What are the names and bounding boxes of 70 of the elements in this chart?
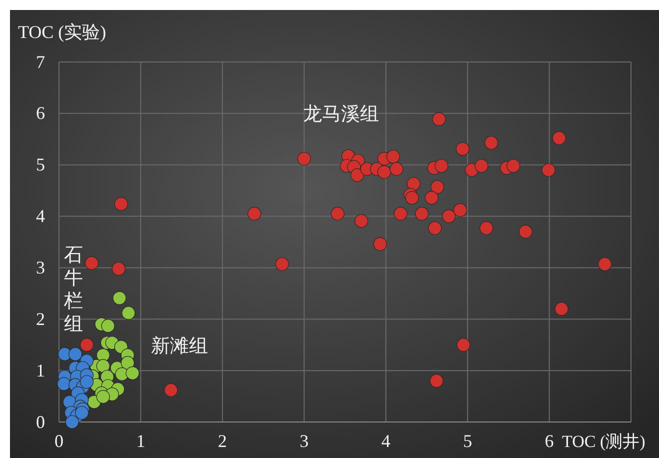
point: [506, 159, 520, 173]
point: [101, 319, 115, 333]
point: [96, 390, 110, 404]
point: [112, 262, 126, 276]
x-tick-label: 1: [136, 430, 146, 451]
point: [390, 162, 404, 176]
point: [114, 197, 128, 211]
point: [68, 347, 82, 361]
point: [474, 159, 488, 173]
point: [386, 150, 400, 164]
point: [434, 159, 448, 173]
point: [65, 415, 79, 429]
y-tick-label: 4: [36, 206, 45, 226]
series-label: 龙马溪组: [303, 104, 379, 125]
series-label: 石牛栏组: [63, 245, 83, 335]
y-tick-label: 6: [36, 103, 45, 124]
point: [453, 203, 468, 217]
y-tick-label: 0: [36, 412, 45, 432]
y-tick-label: 2: [36, 308, 45, 329]
point: [112, 291, 126, 305]
point: [75, 406, 89, 420]
point: [126, 366, 140, 380]
x-tick-label: 4: [381, 430, 390, 451]
point: [430, 180, 444, 194]
x-tick-label: 5: [463, 430, 472, 451]
point: [456, 338, 470, 352]
x-tick-label: 3: [300, 430, 309, 451]
point: [80, 338, 94, 352]
point: [518, 224, 532, 239]
point: [330, 206, 344, 221]
point: [373, 237, 387, 251]
point: [442, 209, 456, 224]
point: [122, 306, 136, 320]
point: [377, 165, 392, 179]
point: [247, 206, 262, 221]
point: [428, 221, 442, 235]
series-label: 新滩组: [151, 335, 208, 357]
point: [480, 221, 494, 235]
y-tick-label: 5: [36, 154, 45, 175]
point: [80, 375, 94, 389]
point: [456, 142, 470, 156]
point: [350, 168, 364, 182]
x-tick-label: 2: [218, 430, 227, 451]
y-tick-label: 7: [36, 52, 45, 72]
point: [96, 359, 110, 373]
point: [424, 190, 438, 205]
y-axis-title: TOC (实验): [18, 22, 106, 42]
point: [394, 206, 408, 221]
point: [84, 256, 98, 270]
x-tick-label: 0: [54, 430, 64, 451]
point: [554, 302, 568, 316]
point: [164, 383, 178, 397]
point: [542, 163, 556, 177]
point: [552, 131, 566, 145]
y-tick-label: 1: [36, 360, 45, 380]
x-axis-title: TOC (测井): [562, 432, 646, 451]
point: [297, 152, 311, 166]
point: [406, 177, 420, 191]
point: [430, 374, 444, 388]
point: [405, 190, 419, 205]
y-tick-label: 3: [36, 257, 45, 278]
point: [275, 257, 289, 271]
point: [484, 136, 498, 150]
point: [120, 356, 134, 370]
point: [432, 112, 446, 126]
point: [598, 257, 612, 271]
point: [354, 214, 368, 228]
point: [415, 206, 429, 221]
point: [57, 377, 71, 391]
x-tick-label: 6: [544, 430, 554, 451]
